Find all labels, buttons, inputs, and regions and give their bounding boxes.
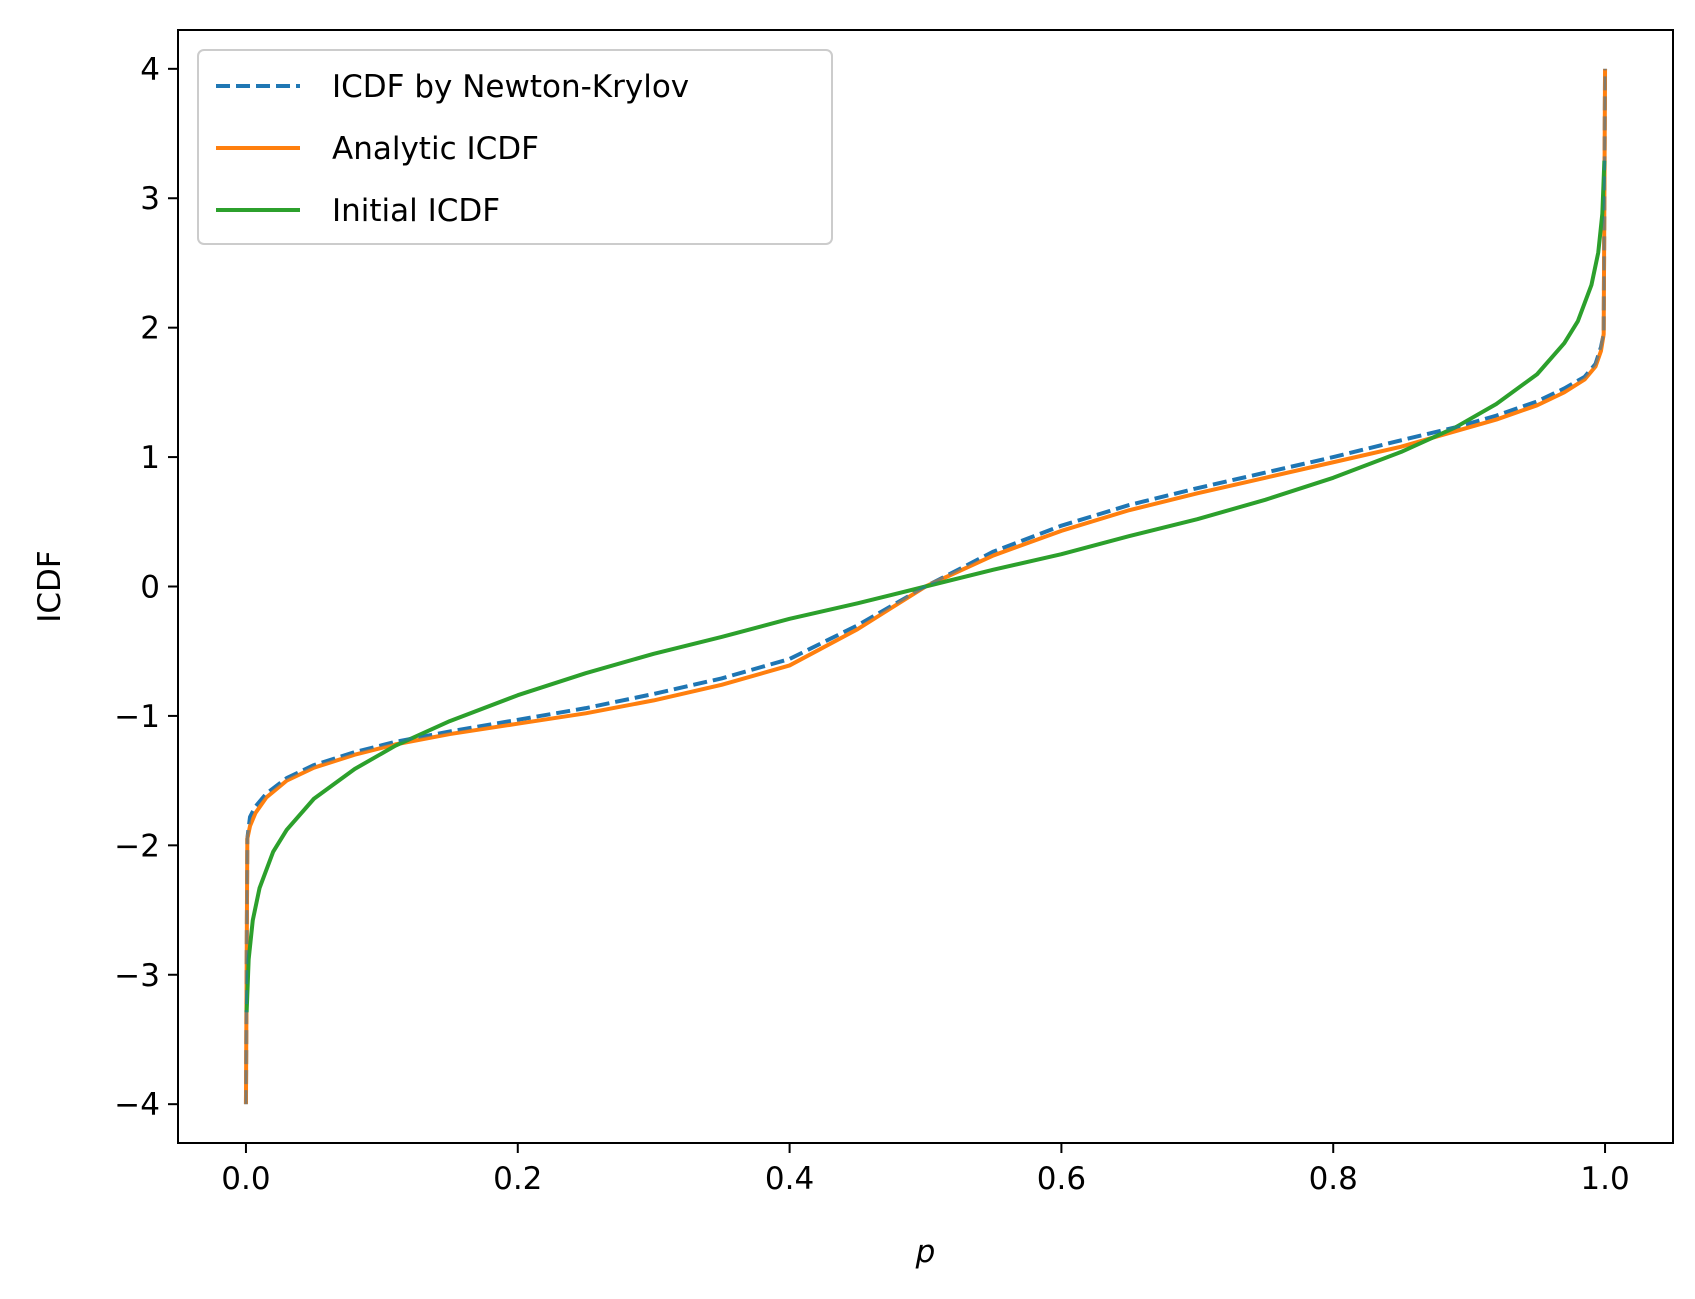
y-tick-label: 3 (140, 181, 160, 217)
y-tick-label: −3 (114, 958, 160, 994)
legend-label-2: Initial ICDF (332, 193, 500, 229)
legend: ICDF by Newton-Krylov Analytic ICDF Initia… (197, 49, 833, 245)
y-tick-label: −2 (114, 828, 160, 864)
x-tick-label: 0.8 (1309, 1161, 1358, 1197)
axes: 0.0 0.2 0.4 0.6 0.8 1.0 −4 −3 −2 −1 0 1 2 3 4 p ICDF (32, 29, 1674, 1270)
plot-area (243, 68, 1608, 1105)
legend-label-1: Analytic ICDF (332, 131, 539, 167)
y-axis-label: ICDF (32, 550, 68, 623)
y-tick-label: −1 (114, 699, 160, 735)
y-tick-label: 2 (140, 311, 160, 347)
series-line-0-overlay (244, 68, 1607, 1105)
x-tick-label: 0.6 (1037, 1161, 1086, 1197)
legend-label-0: ICDF by Newton-Krylov (332, 69, 689, 105)
y-tick-label: 4 (140, 52, 160, 88)
y-tick-label: 0 (140, 570, 160, 606)
y-tick-label: 1 (140, 440, 160, 476)
x-tick-label: 1.0 (1580, 1161, 1629, 1197)
x-tick-label: 0.4 (765, 1161, 814, 1197)
legend-box (197, 49, 833, 245)
x-tick-label: 0.2 (493, 1161, 542, 1197)
y-tick-label: −4 (114, 1087, 160, 1123)
x-tick-label: 0.0 (221, 1161, 270, 1197)
x-axis-label: p (915, 1234, 936, 1270)
